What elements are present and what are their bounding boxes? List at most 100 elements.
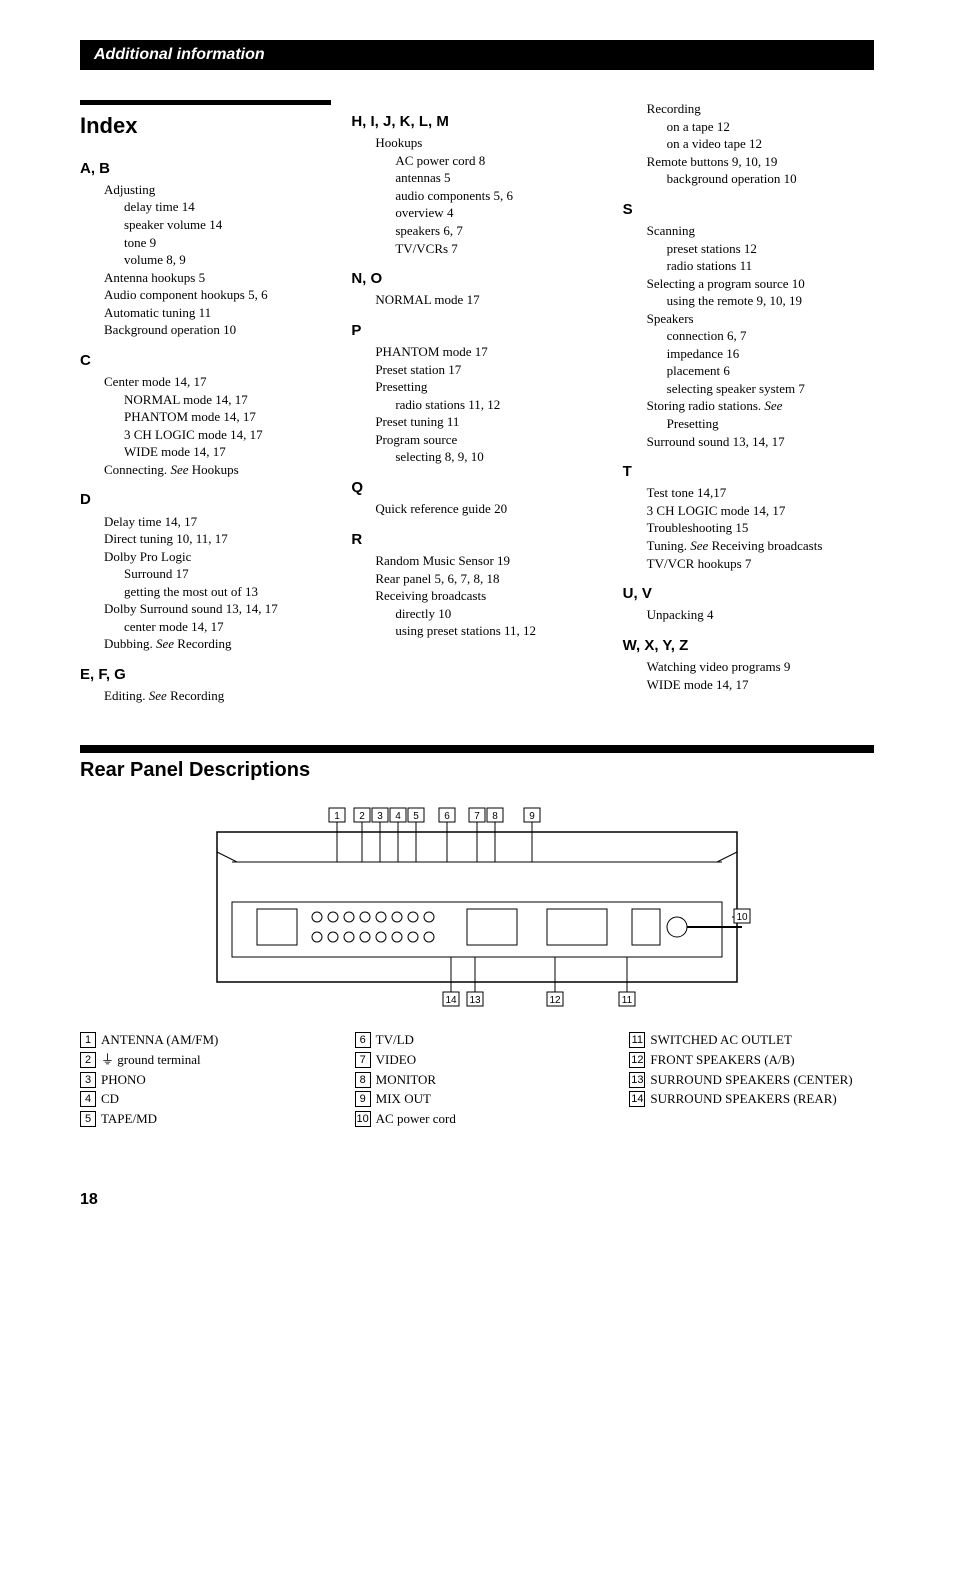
legend-item: 5TAPE/MD <box>80 1111 325 1128</box>
legend-number: 14 <box>629 1091 645 1107</box>
legend-number: 1 <box>80 1032 96 1048</box>
legend-text: ANTENNA (AM/FM) <box>101 1032 218 1049</box>
index-letter: W, X, Y, Z <box>623 636 874 656</box>
index-subentry: on a video tape 12 <box>667 135 874 153</box>
legend-number: 12 <box>629 1052 645 1068</box>
legend-number: 11 <box>629 1032 645 1048</box>
index-entry: Adjusting <box>104 181 331 199</box>
index-entry: Antenna hookups 5 <box>104 269 331 287</box>
index-subentry: delay time 14 <box>124 198 331 216</box>
index-title-rule <box>80 100 331 105</box>
legend-number: 13 <box>629 1072 645 1088</box>
legend-col-2: 6TV/LD7VIDEO8MONITOR9MIX OUT10AC power c… <box>355 1032 600 1131</box>
index-subentry: radio stations 11, 12 <box>395 396 602 414</box>
legend-number: 2 <box>80 1052 96 1068</box>
index-letter: E, F, G <box>80 665 331 685</box>
index-letter: A, B <box>80 159 331 179</box>
index-title: Index <box>80 111 331 141</box>
index-entry: Center mode 14, 17 <box>104 373 331 391</box>
svg-text:3: 3 <box>377 811 383 822</box>
legend-item: 9MIX OUT <box>355 1091 600 1108</box>
index-entry: NORMAL mode 17 <box>375 291 602 309</box>
svg-text:14: 14 <box>445 995 457 1006</box>
legend-number: 7 <box>355 1052 371 1068</box>
index-entry: Preset tuning 11 <box>375 413 602 431</box>
legend-text: AC power cord <box>376 1111 456 1128</box>
index-entry: Hookups <box>375 134 602 152</box>
index-subentry: Presetting <box>667 415 874 433</box>
index-col-1: Index A, B Adjustingdelay time 14speaker … <box>80 100 331 705</box>
svg-text:12: 12 <box>549 995 561 1006</box>
index-subentry: placement 6 <box>667 362 874 380</box>
index-section: Index A, B Adjustingdelay time 14speaker … <box>80 100 874 705</box>
legend-col-1: 1 ANTENNA (AM/FM) 2⏚ ground terminal 3 PHONO… <box>80 1032 325 1131</box>
index-subentry: speaker volume 14 <box>124 216 331 234</box>
index-subentry: overview 4 <box>395 204 602 222</box>
header-bar: Additional information <box>80 40 874 70</box>
index-col-3: Recordingon a tape 12on a video tape 12R… <box>623 100 874 705</box>
index-entry: Random Music Sensor 19 <box>375 552 602 570</box>
index-entry: Preset station 17 <box>375 361 602 379</box>
section-rule <box>80 745 874 753</box>
index-entry: WIDE mode 14, 17 <box>647 676 874 694</box>
index-entry: Automatic tuning 11 <box>104 304 331 322</box>
index-entry: Rear panel 5, 6, 7, 8, 18 <box>375 570 602 588</box>
legend-item: 14SURROUND SPEAKERS (REAR) <box>629 1091 874 1108</box>
index-subentry: audio components 5, 6 <box>395 187 602 205</box>
index-subentry: TV/VCRs 7 <box>395 240 602 258</box>
index-entry: Storing radio stations. See <box>647 397 874 415</box>
legend-col-3: 11SWITCHED AC OUTLET12FRONT SPEAKERS (A/… <box>629 1032 874 1131</box>
svg-text:11: 11 <box>622 995 633 1006</box>
index-entry: Dolby Surround sound 13, 14, 17 <box>104 600 331 618</box>
legend-number: 6 <box>355 1032 371 1048</box>
index-subentry: background operation 10 <box>667 170 874 188</box>
index-letter: Q <box>351 478 602 498</box>
index-subentry: preset stations 12 <box>667 240 874 258</box>
svg-text:6: 6 <box>444 811 450 822</box>
index-subentry: impedance 16 <box>667 345 874 363</box>
index-entry: Audio component hookups 5, 6 <box>104 286 331 304</box>
index-subentry: directly 10 <box>395 605 602 623</box>
svg-text:9: 9 <box>529 811 535 822</box>
index-subentry: using preset stations 11, 12 <box>395 622 602 640</box>
index-subentry: using the remote 9, 10, 19 <box>667 292 874 310</box>
rear-panel-title: Rear Panel Descriptions <box>80 759 874 782</box>
index-entry: Connecting. See Hookups <box>104 461 331 479</box>
index-letter: C <box>80 351 331 371</box>
index-letter: U, V <box>623 584 874 604</box>
index-subentry: AC power cord 8 <box>395 152 602 170</box>
legend: 1 ANTENNA (AM/FM) 2⏚ ground terminal 3 PHONO… <box>80 1032 874 1131</box>
index-subentry: connection 6, 7 <box>667 327 874 345</box>
index-subentry: getting the most out of 13 <box>124 583 331 601</box>
svg-text:10: 10 <box>736 912 748 923</box>
legend-text: MONITOR <box>376 1072 436 1089</box>
index-subentry: volume 8, 9 <box>124 251 331 269</box>
index-entry: Unpacking 4 <box>647 606 874 624</box>
index-entry: TV/VCR hookups 7 <box>647 555 874 573</box>
index-entry: Dubbing. See Recording <box>104 635 331 653</box>
index-letter: R <box>351 530 602 550</box>
legend-number: 9 <box>355 1091 371 1107</box>
index-subentry: on a tape 12 <box>667 118 874 136</box>
legend-item: 12FRONT SPEAKERS (A/B) <box>629 1052 874 1069</box>
legend-item: 4CD <box>80 1091 325 1108</box>
index-entry: Tuning. See Receiving broadcasts <box>647 537 874 555</box>
index-entry: Selecting a program source 10 <box>647 275 874 293</box>
legend-number: 10 <box>355 1111 371 1127</box>
index-letter: H, I, J, K, L, M <box>351 112 602 132</box>
legend-text: VIDEO <box>376 1052 416 1069</box>
index-entry: Watching video programs 9 <box>647 658 874 676</box>
index-letter: P <box>351 321 602 341</box>
legend-text: PHONO <box>101 1072 146 1089</box>
legend-item: 2⏚ ground terminal <box>80 1052 325 1069</box>
legend-number: 5 <box>80 1111 96 1127</box>
legend-number: 3 <box>80 1072 96 1088</box>
index-letter: S <box>623 200 874 220</box>
index-entry: Scanning <box>647 222 874 240</box>
index-subentry: selecting 8, 9, 10 <box>395 448 602 466</box>
index-subentry: antennas 5 <box>395 169 602 187</box>
svg-text:5: 5 <box>413 811 419 822</box>
page-number: 18 <box>80 1191 874 1209</box>
legend-item: 1 ANTENNA (AM/FM) <box>80 1032 325 1049</box>
index-entry: Test tone 14,17 <box>647 484 874 502</box>
